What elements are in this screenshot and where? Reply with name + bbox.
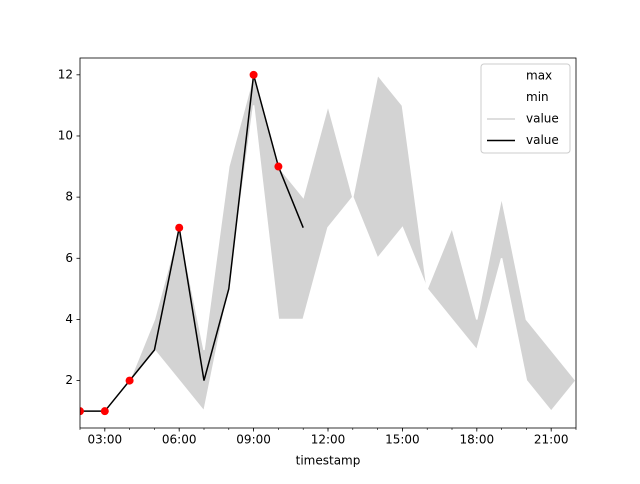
marker [100, 407, 109, 416]
x-tick-label: 06:00 [162, 433, 197, 447]
x-tick-label: 09:00 [236, 433, 271, 447]
y-tick-label: 2 [65, 373, 73, 387]
y-tick-label: 6 [65, 251, 73, 265]
legend-label: min [526, 90, 549, 104]
series-line [80, 71, 576, 412]
series-line [80, 74, 304, 412]
x-tick-label: 12:00 [311, 433, 346, 447]
x-tick-label: 15:00 [385, 433, 420, 447]
legend-label: value [526, 112, 559, 126]
marker [125, 376, 134, 385]
legend-label: value [526, 133, 559, 147]
y-tick-label: 10 [58, 128, 73, 142]
marker [175, 223, 184, 232]
marker [80, 407, 84, 416]
y-tick-label: 4 [65, 312, 73, 326]
series-line [80, 105, 576, 413]
marker [274, 162, 283, 171]
x-tick-label: 18:00 [460, 433, 495, 447]
plot-area [80, 70, 576, 416]
x-axis-label: timestamp [296, 454, 361, 468]
marker [249, 70, 258, 79]
y-tick-label: 12 [58, 67, 73, 81]
x-tick-label: 21:00 [534, 433, 569, 447]
legend-box [480, 63, 571, 154]
x-tick-label: 03:00 [88, 433, 123, 447]
legend-label: max [526, 69, 552, 83]
y-tick-label: 8 [65, 190, 73, 204]
